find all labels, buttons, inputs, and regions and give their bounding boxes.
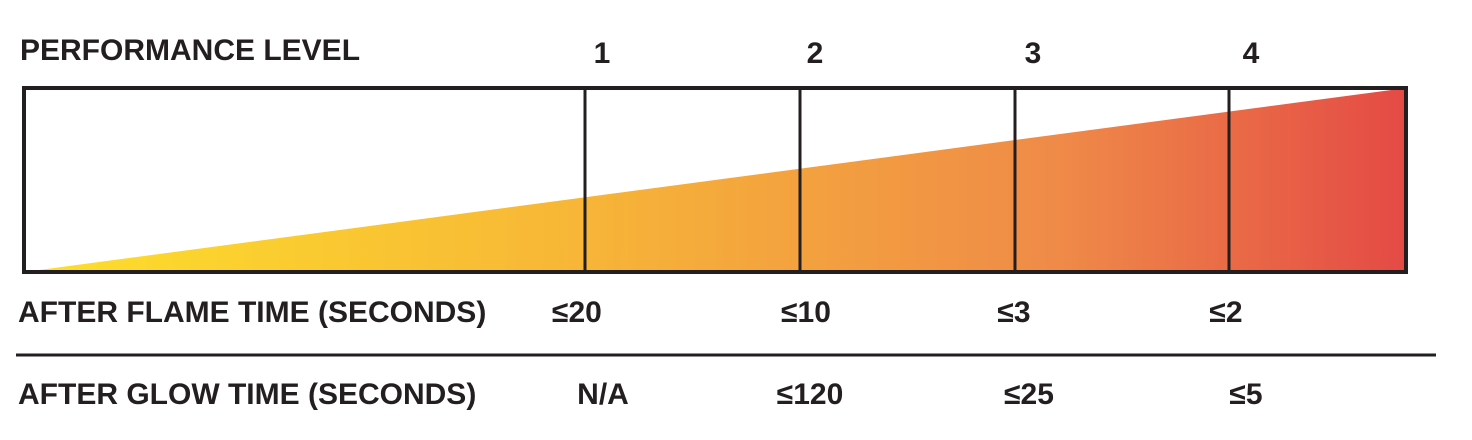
- level-box: [22, 86, 1408, 274]
- row-label: AFTER GLOW TIME (SECONDS): [18, 378, 476, 411]
- row-label: AFTER FLAME TIME (SECONDS): [18, 296, 486, 329]
- level-label: 4: [1243, 37, 1260, 70]
- row-value: ≤2: [1209, 296, 1242, 329]
- level-label: 1: [594, 37, 611, 70]
- row-value: ≤3: [997, 296, 1030, 329]
- dividers: [583, 88, 1231, 272]
- row-value: N/A: [577, 378, 629, 411]
- level-label: 3: [1025, 37, 1042, 70]
- gradient-wedge: [24, 88, 1406, 272]
- row-value: ≤20: [552, 296, 602, 329]
- row-value: ≤120: [777, 378, 844, 411]
- level-label: 2: [807, 37, 824, 70]
- row-value: ≤25: [1004, 378, 1054, 411]
- row-value: ≤10: [781, 296, 831, 329]
- row-value: ≤5: [1229, 378, 1262, 411]
- header-title: PERFORMANCE LEVEL: [20, 34, 360, 67]
